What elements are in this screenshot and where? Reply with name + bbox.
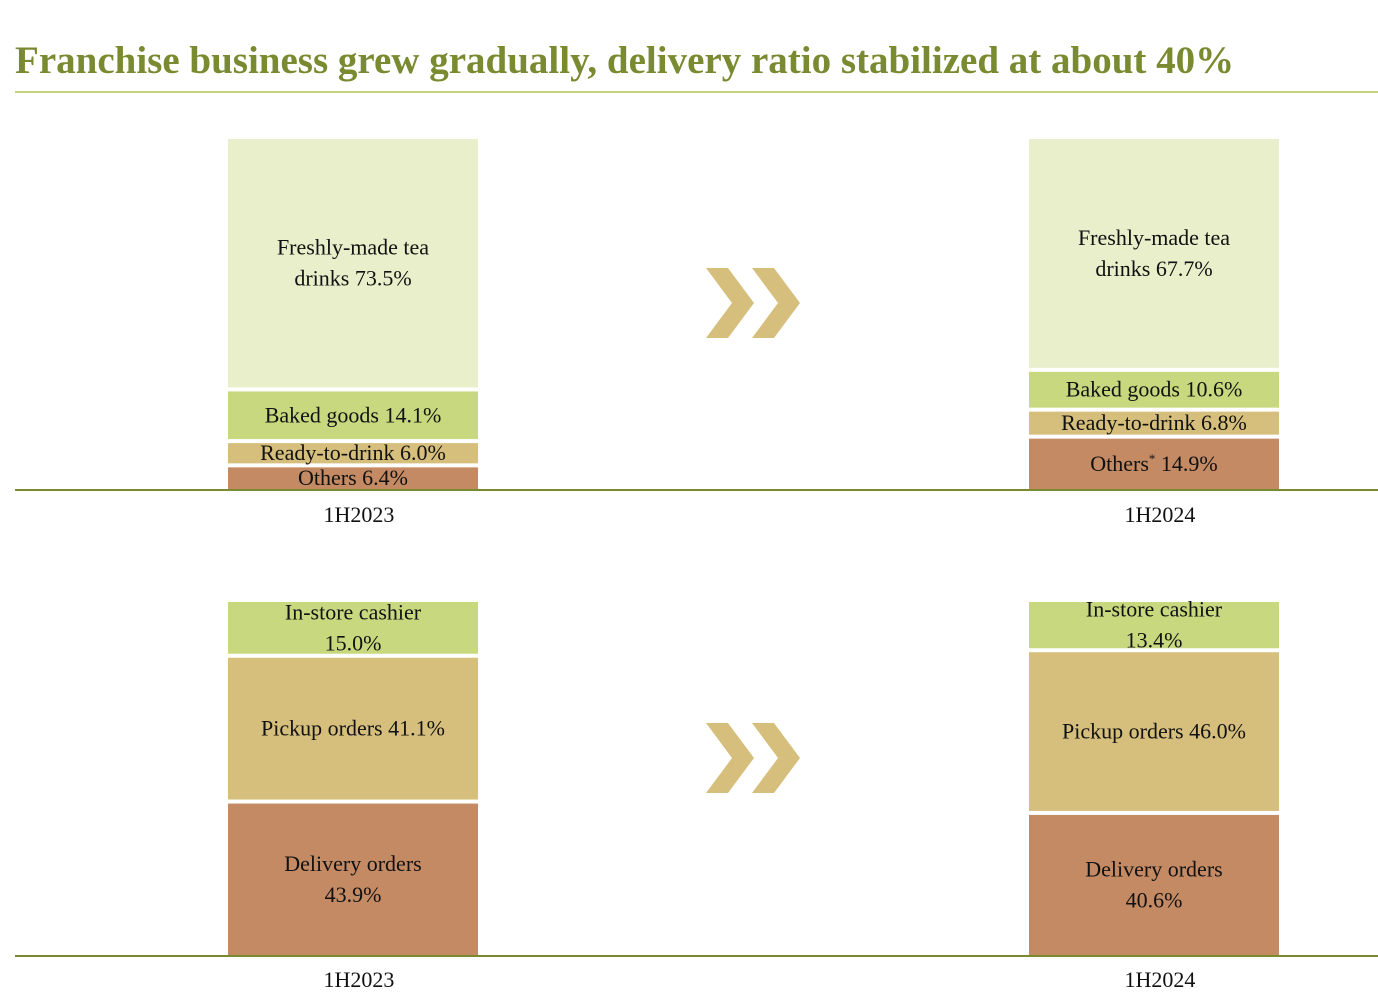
title-divider [15,91,1378,93]
label-in-store-cashier-1h2023-line-2: 15.0% [325,630,382,655]
bar-others-1h2024 [1029,438,1279,489]
bar-freshly-made-tea-drinks-1h2024 [1029,139,1279,368]
bar-delivery-orders-1h2023 [228,803,478,955]
bar-ready-to-drink-1h2023 [228,443,478,464]
bar-baked-goods-1h2023 [228,391,478,440]
label-in-store-cashier-1h2024-line-1: In-store cashier [1086,597,1223,622]
label-delivery-orders-1h2024-line-1: Delivery orders [1085,856,1222,881]
bar-pickup-orders-1h2023 [228,657,478,800]
label-ready-to-drink-1h2024: Ready-to-drink 6.8% [1061,410,1247,435]
bar-freshly-made-tea-drinks-1h2023 [228,139,478,388]
label-others-1h2024: Others* 14.9% [1090,451,1217,476]
label-freshly-made-tea-drinks-1h2024-line-1: Freshly-made tea [1078,225,1230,250]
label-others-1h2023: Others 6.4% [298,465,408,490]
label-baked-goods-1h2023: Baked goods 14.1% [265,402,442,427]
page-title: Franchise business grew gradually, deliv… [15,39,1235,82]
bar-baked-goods-1h2024 [1029,371,1279,408]
label-freshly-made-tea-drinks-1h2023-line-1: Freshly-made tea [277,235,429,260]
label-ready-to-drink-1h2023: Ready-to-drink 6.0% [260,440,446,465]
category-label-1h2023: 1H2023 [324,502,395,527]
bar-pickup-orders-1h2024 [1029,652,1279,811]
label-delivery-orders-1h2023-line-1: Delivery orders [284,851,421,876]
category-label-1h2024: 1H2024 [1125,502,1196,527]
category-label-1h2023: 1H2023 [324,967,395,992]
category-label-1h2024: 1H2024 [1125,967,1196,992]
label-in-store-cashier-1h2024-line-2: 13.4% [1126,628,1183,653]
label-baked-goods-1h2024: Baked goods 10.6% [1066,377,1243,402]
label-in-store-cashier-1h2023-line-1: In-store cashier [285,599,422,624]
bar-ready-to-drink-1h2024 [1029,411,1279,435]
label-delivery-orders-1h2023-line-2: 43.9% [325,882,382,907]
double-chevron-icon [706,723,800,793]
label-freshly-made-tea-drinks-1h2024-line-2: drinks 67.7% [1095,256,1212,281]
bar-in-store-cashier-1h2023 [228,602,478,654]
label-freshly-made-tea-drinks-1h2023-line-2: drinks 73.5% [294,266,411,291]
chart-1: Others 6.4%Ready-to-drink 6.0% Baked good… [15,139,1378,527]
bar-others-1h2023 [228,467,478,489]
label-delivery-orders-1h2024-line-2: 40.6% [1126,887,1183,912]
label-pickup-orders-1h2024: Pickup orders 46.0% [1062,719,1246,744]
bar-delivery-orders-1h2024 [1029,814,1279,955]
bar-in-store-cashier-1h2024 [1029,602,1279,649]
label-pickup-orders-1h2023: Pickup orders 41.1% [261,716,445,741]
double-chevron-icon [706,268,800,338]
chart-2: Delivery orders 43.9% Pickup orders 41.1% I… [15,597,1378,992]
